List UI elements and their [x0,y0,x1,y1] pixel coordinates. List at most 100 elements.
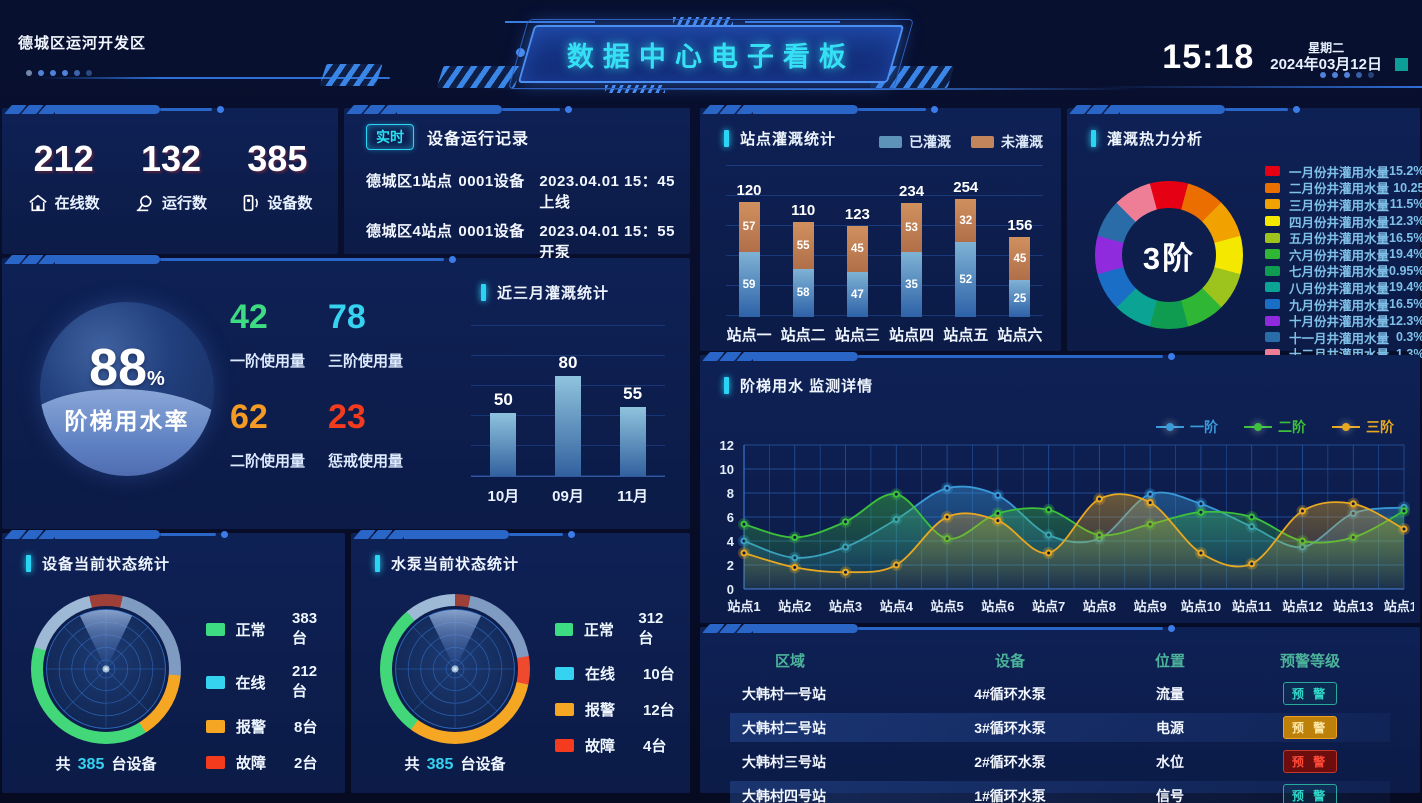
legend-swatch [1265,182,1280,193]
heat-legend-item[interactable]: 一月份井灌用水量 15.2% [1265,163,1422,180]
legend-value: 11.5% [1389,197,1422,212]
device-icon [242,194,260,212]
legend-item-not-irrigated[interactable]: 未灌溉 [971,132,1043,152]
segment-not-irrigated: 45 [846,226,868,272]
log-info: 2023.04.01 15：45 上线 [539,173,675,211]
legend-item-online[interactable]: 在线 10台 [555,663,676,684]
legend-item-online[interactable]: 在线 212台 [206,663,331,701]
legend-item-irrigated[interactable]: 已灌溉 [879,132,951,152]
device-total: 共 385 台设备 [55,756,157,773]
alert-badge[interactable]: 预 警 [1282,750,1338,773]
heat-legend-item[interactable]: 六月份井灌用水量 19.4% [1265,246,1422,263]
legend-item-tier2[interactable]: 二阶 [1244,417,1306,437]
x-axis-label: 站点二 [780,327,826,344]
tier-label: 二阶使用量 [230,453,306,470]
log-device: 0001设备 [458,223,525,240]
tier3-usage: 78 三阶使用量 [328,298,426,398]
heat-legend-item[interactable]: 八月份井灌用水量 19.4% [1265,279,1422,296]
pump-icon [135,194,155,212]
heat-legend-item[interactable]: 三月份井灌用水量 11.5% [1265,196,1422,213]
panel-decoration [4,529,229,539]
segment-irrigated: 47 [846,272,868,317]
legend-item-fault[interactable]: 故障 4台 [555,735,676,756]
legend-swatch [1265,299,1280,310]
heat-legend-item[interactable]: 二月份井灌用水量 10.25 [1265,180,1422,196]
cell-position: 流量 [1156,685,1184,702]
tick-decoration [605,85,665,93]
legend-label: 八月份井灌用水量 [1289,281,1390,296]
bar-column: 110 55 58 [780,165,826,317]
tier-value: 78 [328,298,366,336]
cell-position: 电源 [1156,719,1184,736]
alert-badge[interactable]: 预 警 [1282,716,1338,739]
segment-not-irrigated: 55 [792,222,814,269]
heat-legend-item[interactable]: 九月份井灌用水量 16.5% [1265,296,1422,313]
device-log-panel: 实时 设备运行记录 德城区1站点 0001设备 2023.04.01 15：45… [344,104,690,311]
x-axis-label: 10月 [487,488,520,505]
bar-total: 110 [791,202,816,219]
penalty-usage: 23 惩戒使用量 [328,398,426,498]
legend-swatch [1265,232,1280,243]
title-accent-bar [26,555,31,572]
log-info: 2023.04.01 15：55 开泵 [539,223,675,261]
legend-item-tier3[interactable]: 三阶 [1332,417,1394,437]
step-water-line-panel: 阶梯用水 监测详情 一阶 二阶 三阶 0 2 4 6 8 10 12 站点1 站点2 站点3 站点4… [700,351,1420,623]
tier-value: 23 [328,398,366,436]
radar-grid [395,609,515,729]
heat-legend-item[interactable]: 七月份井灌用水量 0.95% [1265,263,1422,279]
x-axis-label: 站点一 [726,327,772,344]
heat-donut-chart: 3阶 [1095,181,1243,329]
heat-legend-item[interactable]: 十月份井灌用水量 12.3% [1265,312,1422,329]
cell-device: 1#循环水泵 [974,787,1046,803]
svg-text:站点3: 站点3 [829,599,862,614]
heat-legend-item[interactable]: 十一月井灌用水量 0.3% [1265,329,1422,346]
legend-label: 五月份井灌用水量 [1289,232,1390,247]
tier-label: 三阶使用量 [328,353,404,370]
donut-center-label: 3阶 [1142,240,1196,276]
bar-total: 120 [736,182,762,199]
slash-decoration [319,64,383,86]
stats-panel: 212 在线数 132 运行数 385 设备数 [2,104,338,254]
cell-area: 大韩村一号站 [742,685,826,702]
alert-badge[interactable]: 预 警 [1282,784,1338,803]
svg-text:站点1: 站点1 [727,599,760,614]
legend-marker [1332,423,1360,431]
segment-not-irrigated: 57 [738,202,760,252]
legend-swatch [1265,315,1280,326]
stat-online: 212 在线数 [28,138,100,213]
cell-area: 大韩村四号站 [742,787,826,803]
legend-item-tier1[interactable]: 一阶 [1156,417,1218,437]
heat-legend-item[interactable]: 五月份井灌用水量 16.5% [1265,229,1422,246]
legend-swatch [206,675,225,689]
column-header: 位置 [1154,652,1185,670]
legend-label: 四月份井灌用水量 [1289,215,1390,230]
svg-text:0: 0 [727,582,734,597]
main-title-box: 数据中心电子看板 [517,25,905,83]
station-irrigation-panel: 站点灌溉统计 已灌溉 未灌溉 120 57 59 110 55 58 123 45 4 [700,104,1061,351]
legend-item-alarm[interactable]: 报警 8台 [206,716,331,737]
segment-not-irrigated: 53 [901,203,923,252]
bar-total: 123 [844,206,870,223]
legend-swatch [206,756,225,769]
table-header-row: 区域 设备 位置 预警等级 [730,641,1390,679]
tier-value: 42 [230,298,268,336]
svg-text:站点5: 站点5 [930,599,963,614]
bar-total: 254 [953,179,979,196]
water-fill [40,389,214,476]
legend-item-alarm[interactable]: 报警 12台 [555,699,676,720]
header-line-right [1092,86,1422,88]
header-dots-right [1320,72,1374,78]
legend-swatch [1265,199,1280,210]
heat-analysis-panel: 灌溉热力分析 3阶 一月份井灌用水量 15.2% 二月份井灌用水量 10.25 … [1067,104,1422,362]
legend-label: 一月份井灌用水量 [1289,165,1390,180]
legend-value: 19.4% [1389,247,1422,262]
legend-item-normal[interactable]: 正常 383台 [206,610,331,648]
heat-legend-item[interactable]: 四月份井灌用水量 12.3% [1265,213,1422,230]
alert-badge[interactable]: 预 警 [1282,682,1338,705]
panel-title: 站点灌溉统计 [740,131,837,148]
clock-weekday: 星期二 [1308,40,1345,55]
legend-item-normal[interactable]: 正常 312台 [555,610,676,648]
segment-irrigated: 35 [901,252,923,317]
legend-item-fault[interactable]: 故障 2台 [206,752,331,773]
